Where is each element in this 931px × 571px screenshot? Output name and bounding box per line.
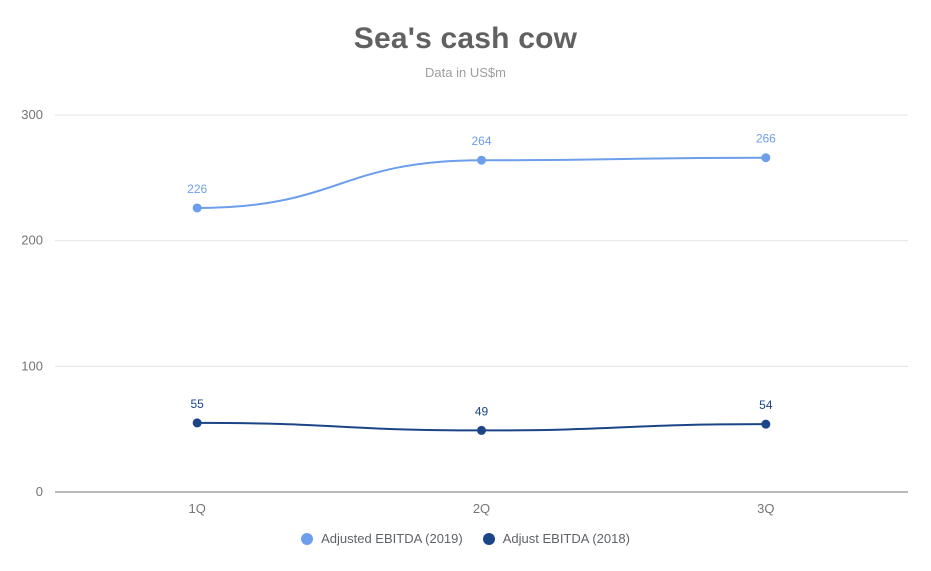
x-axis-tick-label: 3Q [757, 501, 774, 516]
data-label: 264 [471, 134, 491, 148]
y-axis-tick-label: 100 [21, 358, 43, 373]
data-point [761, 419, 771, 429]
legend-dot [301, 532, 314, 545]
legend-label: Adjusted EBITDA (2019) [321, 531, 463, 546]
data-label: 266 [756, 132, 776, 146]
data-point [192, 203, 202, 213]
y-axis-tick-label: 300 [21, 107, 43, 122]
legend-item: Adjust EBITDA (2018) [482, 531, 630, 546]
legend-item: Adjusted EBITDA (2019) [301, 531, 463, 546]
data-label: 54 [759, 398, 773, 412]
data-point [192, 418, 202, 428]
legend-dot [482, 532, 495, 545]
series-line [197, 156, 766, 209]
y-axis-tick-label: 200 [21, 233, 43, 248]
x-axis-tick-label: 1Q [188, 501, 205, 516]
x-axis-tick-label: 2Q [473, 501, 490, 516]
data-point [477, 155, 486, 165]
data-label: 55 [190, 397, 204, 411]
chart-legend: Adjusted EBITDA (2019) Adjust EBITDA (201… [0, 531, 931, 546]
data-point [761, 153, 771, 163]
data-point [477, 425, 486, 435]
data-label: 226 [187, 182, 207, 196]
data-label: 49 [475, 404, 489, 418]
legend-label: Adjust EBITDA (2018) [502, 531, 630, 546]
y-axis-tick-label: 0 [36, 484, 43, 499]
